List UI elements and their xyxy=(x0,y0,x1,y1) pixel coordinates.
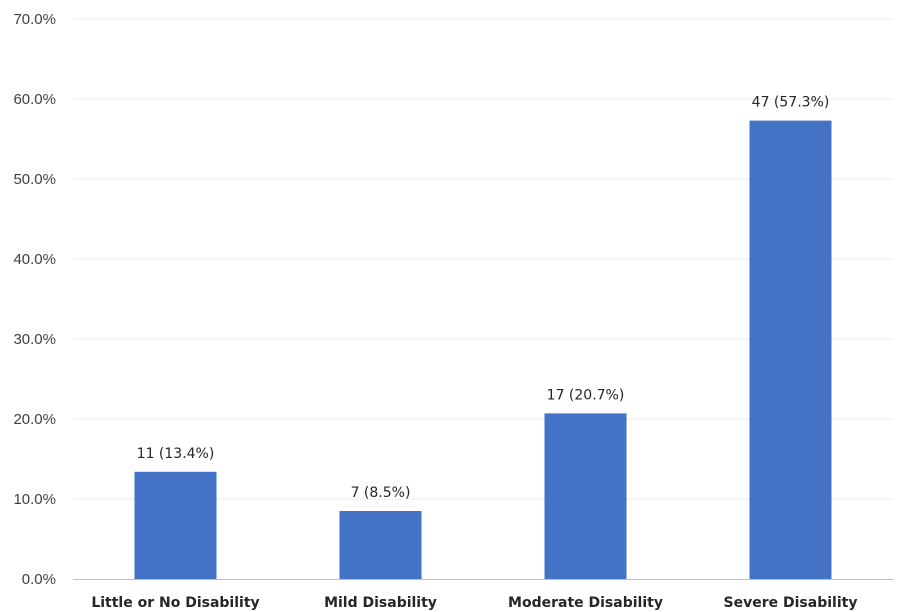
y-tick-label: 60.0% xyxy=(13,91,56,108)
y-tick-label: 30.0% xyxy=(13,331,56,348)
data-labels: 11 (13.4%) 7 (8.5%) 17 (20.7%) 47 (57.3%) xyxy=(137,95,830,501)
data-label: 17 (20.7%) xyxy=(547,387,625,403)
bar xyxy=(134,471,217,579)
bar xyxy=(544,413,627,579)
gridlines xyxy=(73,18,893,500)
data-label: 47 (57.3%) xyxy=(752,95,830,111)
y-tick-label: 10.0% xyxy=(13,491,56,508)
y-tick-label: 40.0% xyxy=(13,251,56,268)
category-label: Severe Disability xyxy=(724,595,858,611)
data-label: 7 (8.5%) xyxy=(351,485,411,501)
bar xyxy=(339,511,422,579)
y-axis-ticks: 0.0% 10.0% 20.0% 30.0% 40.0% 50.0% 60.0% 70.0% xyxy=(13,11,56,588)
category-label: Mild Disability xyxy=(324,595,437,611)
bar xyxy=(749,120,832,579)
category-labels: Little or No Disability Mild Disability Mo… xyxy=(91,595,857,611)
data-label: 11 (13.4%) xyxy=(137,446,215,462)
y-tick-label: 50.0% xyxy=(13,171,56,188)
category-label: Moderate Disability xyxy=(508,595,663,611)
y-tick-label: 20.0% xyxy=(13,411,56,428)
category-label: Little or No Disability xyxy=(91,595,259,611)
y-tick-label: 70.0% xyxy=(13,11,56,28)
bars xyxy=(134,120,832,579)
y-tick-label: 0.0% xyxy=(22,571,56,588)
